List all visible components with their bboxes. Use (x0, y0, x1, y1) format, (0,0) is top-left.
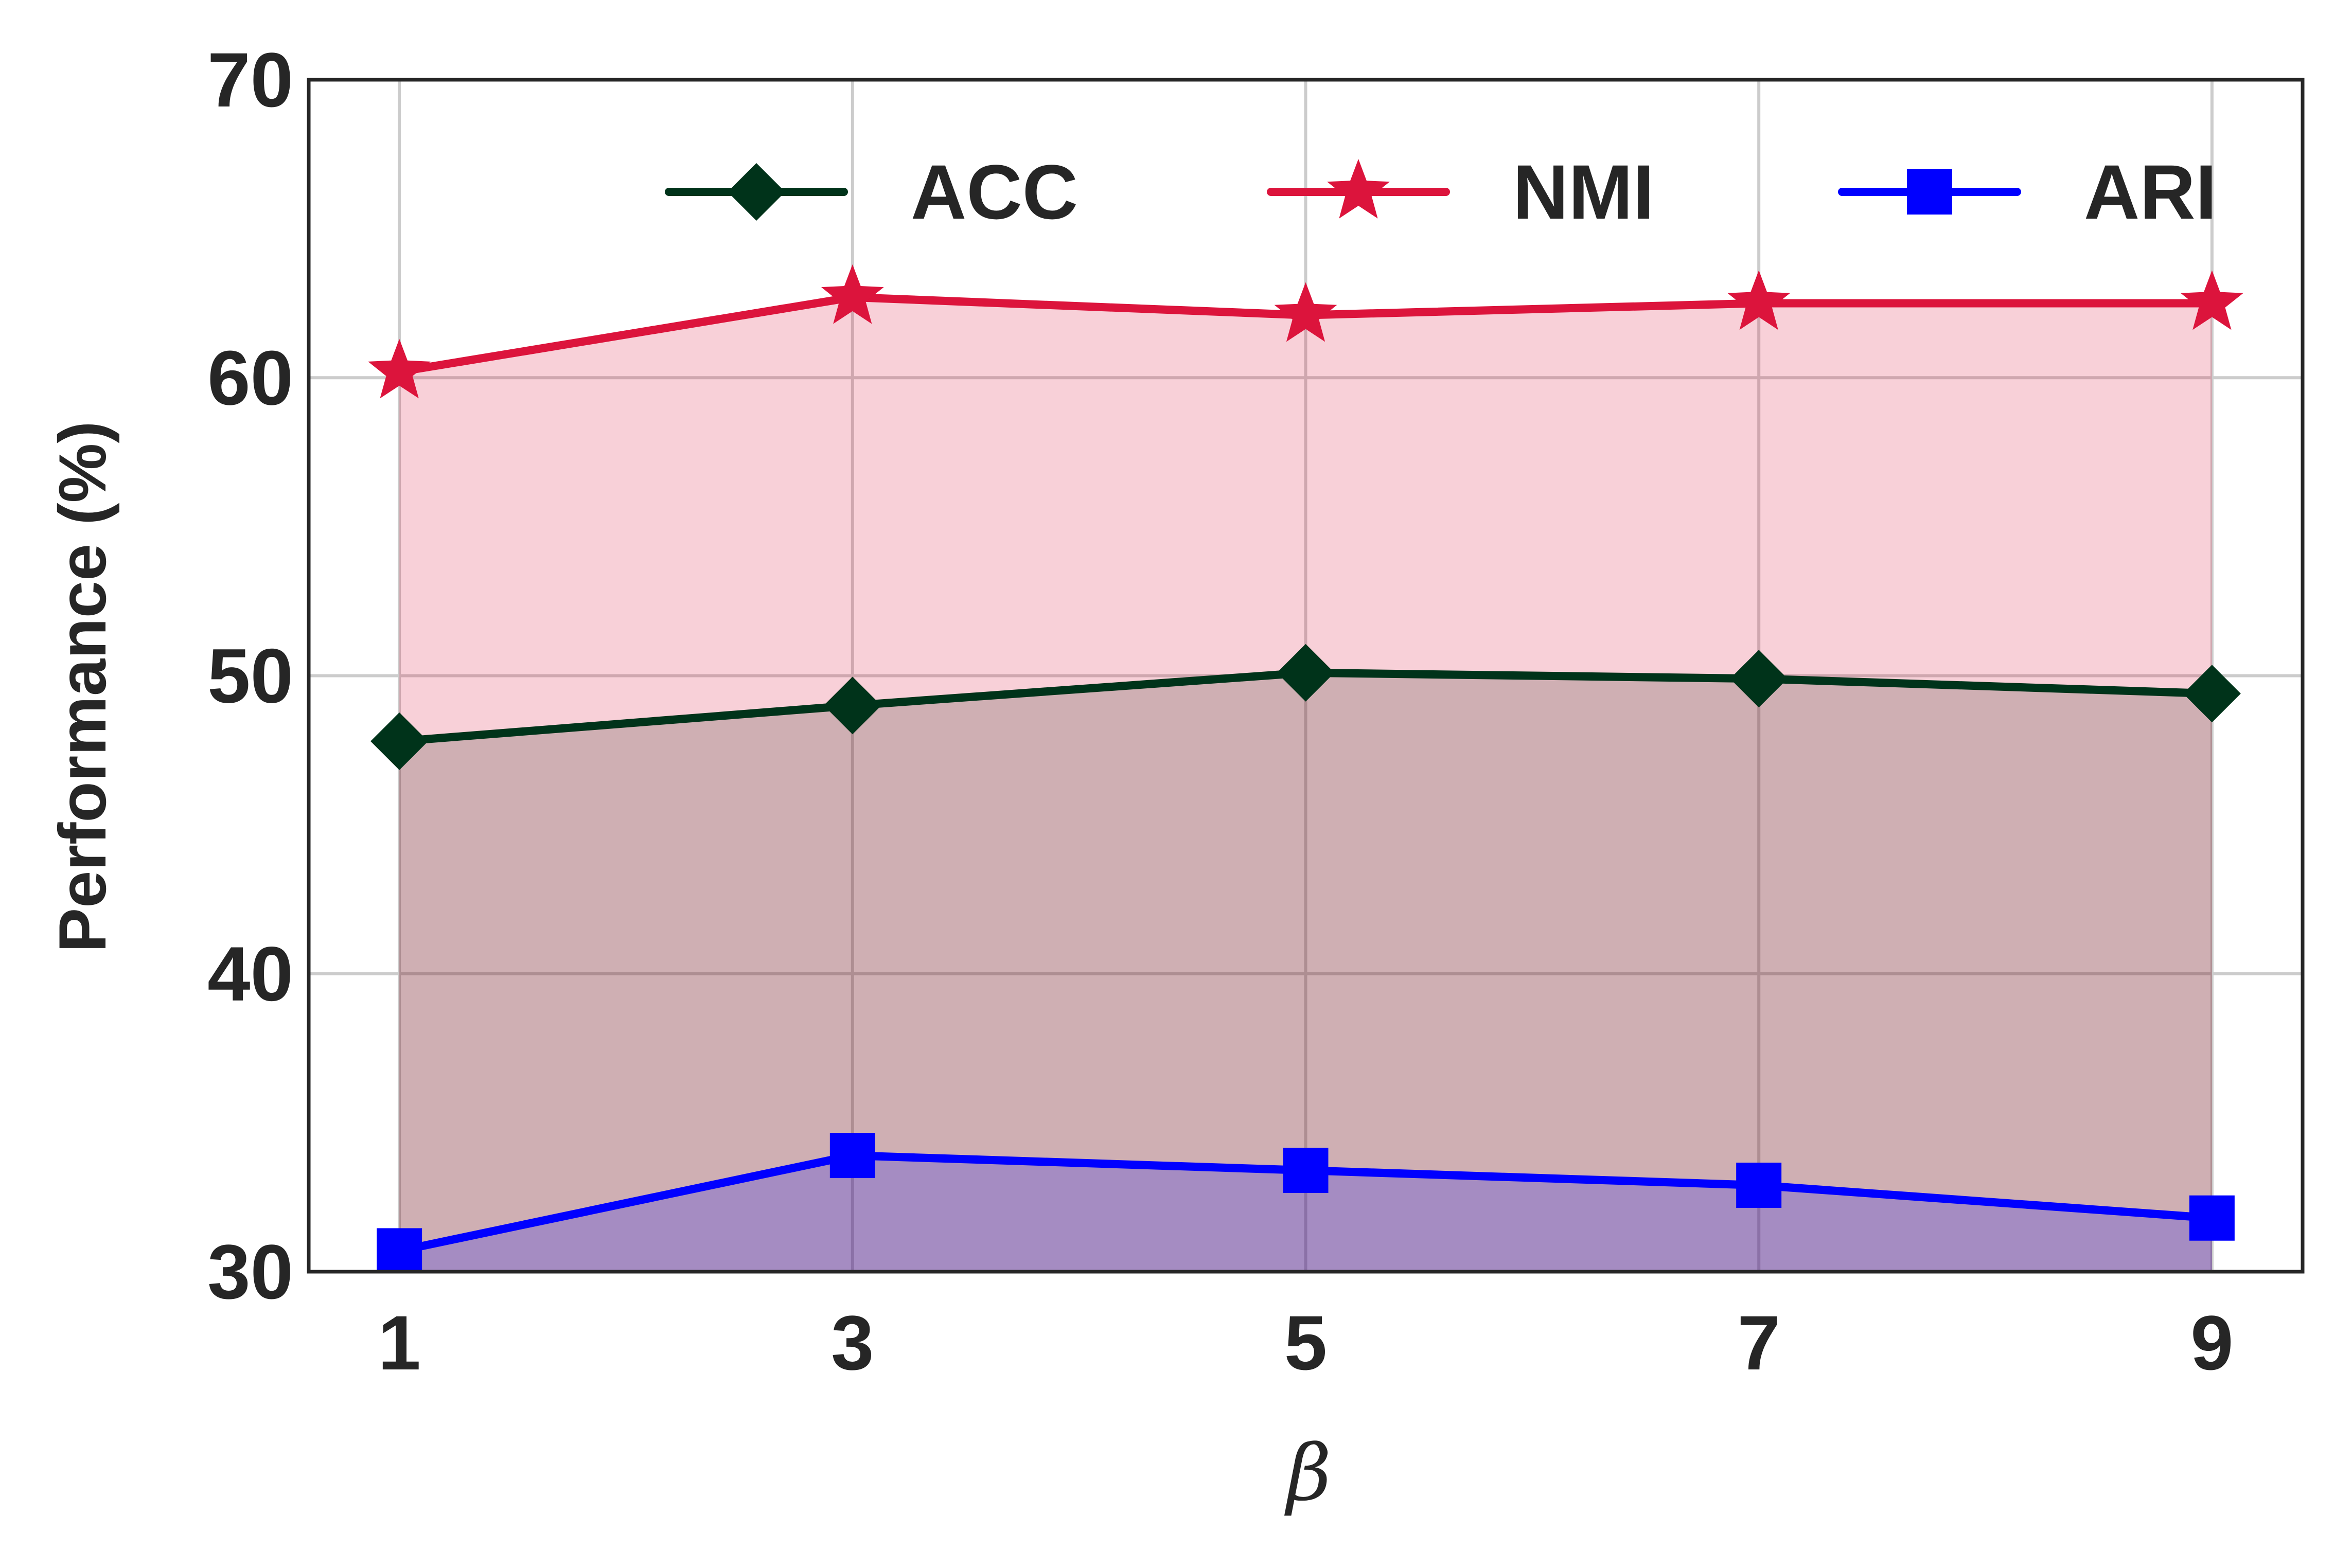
marker-acc (823, 676, 881, 735)
y-tick-label: 30 (207, 1228, 293, 1315)
marker-ari (1283, 1148, 1329, 1193)
area-nmi (399, 297, 2212, 1272)
legend-label-nmi: NMI (1513, 149, 1654, 235)
marker-nmi (1727, 270, 1790, 330)
marker-acc (370, 712, 429, 770)
legend-label-acc: ACC (911, 149, 1078, 235)
marker-nmi (1274, 282, 1337, 342)
x-tick-label: 3 (831, 1299, 874, 1386)
y-tick-label: 40 (207, 931, 293, 1017)
area-acc (399, 672, 2212, 1272)
x-tick-label: 9 (2190, 1299, 2233, 1386)
marker-acc (1277, 644, 1335, 702)
x-axis-label: β (1284, 1429, 1332, 1518)
area-ari (399, 1155, 2212, 1272)
x-tick-label: 7 (1737, 1299, 1780, 1386)
marker-acc (1730, 650, 1788, 708)
legend-label-ari: ARI (2084, 149, 2217, 235)
marker-nmi (821, 264, 884, 324)
marker-ari (1736, 1163, 1782, 1208)
y-axis-label: Performance (%) (45, 421, 120, 952)
y-tick-label: 60 (207, 334, 293, 421)
marker-ari (829, 1133, 875, 1179)
legend-item-ari: ARI (1838, 149, 2217, 235)
marker-acc (2183, 665, 2241, 723)
marker-nmi (2181, 270, 2243, 330)
legend-item-acc: ACC (665, 149, 1078, 235)
legend-item-nmi: NMI (1267, 149, 1654, 235)
tick-labels: 1 3 5 7 9 30 40 50 60 70 (207, 37, 2233, 1386)
marker-ari (2189, 1195, 2235, 1241)
marker-nmi (368, 338, 431, 399)
legend-marker-ari (1907, 169, 1952, 215)
area-fills (399, 297, 2212, 1272)
y-tick-label: 70 (207, 37, 293, 123)
legend-marker-acc (728, 163, 785, 221)
x-tick-label: 5 (1284, 1299, 1327, 1386)
y-tick-label: 50 (207, 633, 293, 719)
marker-ari (377, 1228, 422, 1274)
plot-frame (307, 78, 2305, 1274)
series-markers (368, 264, 2243, 1274)
legend-marker-nmi (1327, 159, 1390, 219)
legend: ACC NMI ARI (665, 149, 2217, 235)
x-tick-label: 1 (378, 1299, 420, 1386)
